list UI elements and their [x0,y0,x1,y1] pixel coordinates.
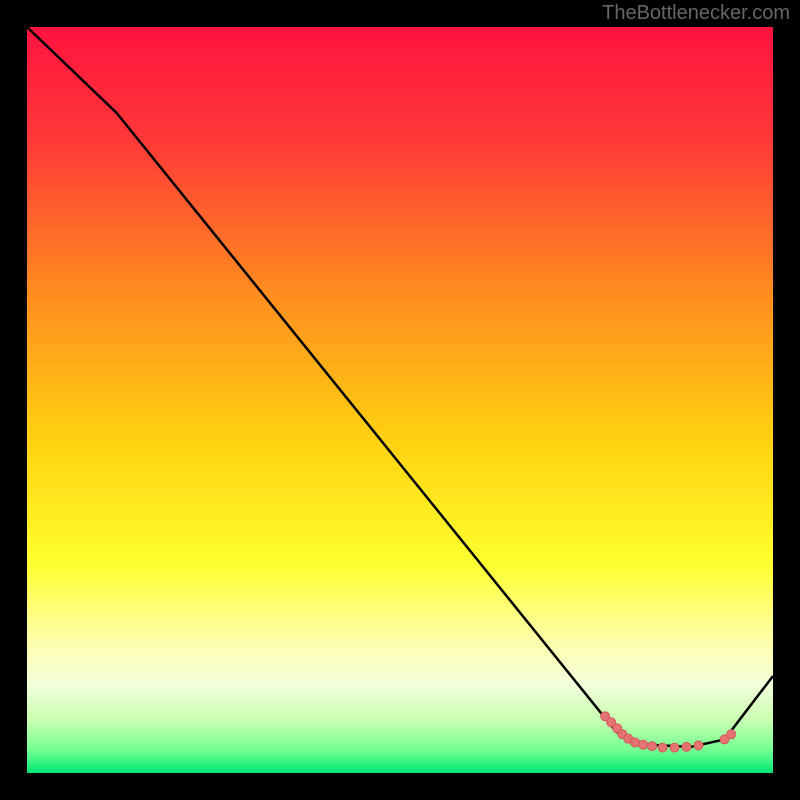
chart-svg [27,27,773,773]
chart-plot-area [27,27,773,773]
watermark-text: TheBottlenecker.com [602,2,790,25]
